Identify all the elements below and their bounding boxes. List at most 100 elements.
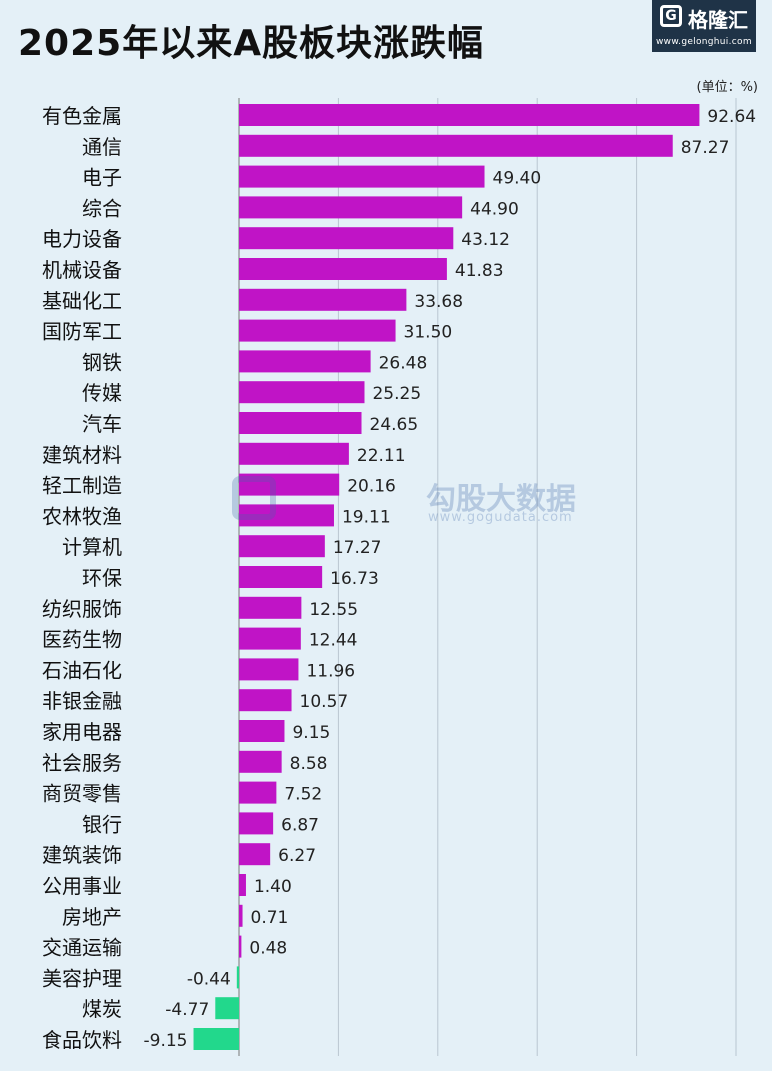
- value-label: 24.65: [370, 415, 419, 435]
- bar: [239, 535, 325, 558]
- grid-lines: [238, 98, 737, 1056]
- bar: [239, 689, 292, 712]
- category-label: 房地产: [62, 905, 122, 929]
- category-label: 交通运输: [42, 936, 122, 960]
- category-label: 银行: [82, 812, 122, 836]
- category-label: 煤炭: [82, 997, 122, 1021]
- chart-title: 2025年以来A股板块涨跌幅: [18, 23, 485, 64]
- value-label: 0.71: [251, 908, 289, 928]
- value-label: 17.27: [333, 538, 382, 558]
- bar: [239, 596, 302, 619]
- watermark: 勾股大数据 www.gogudata.com: [232, 470, 592, 530]
- category-label: 通信: [82, 135, 122, 159]
- bar: [239, 504, 334, 527]
- bar: [239, 412, 362, 434]
- logo-url: www.gelonghui.com: [656, 37, 752, 47]
- category-label: 综合: [82, 196, 122, 220]
- bar: [239, 381, 365, 404]
- bar: [239, 258, 447, 280]
- value-label: 41.83: [455, 261, 504, 281]
- bar: [239, 781, 277, 804]
- bar: [239, 750, 282, 773]
- category-label: 计算机: [62, 535, 122, 559]
- category-label: 有色金属: [42, 104, 122, 128]
- category-label: 钢铁: [82, 350, 122, 374]
- value-label: 25.25: [372, 384, 421, 404]
- value-label: 19.11: [342, 507, 391, 527]
- watermark-logo-icon: [232, 476, 276, 520]
- category-label: 建筑装饰: [42, 843, 122, 867]
- value-label: 9.15: [292, 723, 330, 743]
- value-label: 20.16: [347, 477, 396, 497]
- bar: [239, 935, 242, 958]
- value-label: 31.50: [404, 323, 453, 343]
- logo-icon: G: [660, 5, 682, 27]
- bar: [239, 812, 274, 835]
- value-label: 12.44: [309, 631, 358, 651]
- category-label: 社会服务: [42, 751, 122, 775]
- value-label: 33.68: [414, 292, 463, 312]
- bar: [239, 627, 301, 650]
- value-label: 6.27: [278, 846, 316, 866]
- bar: [236, 966, 239, 989]
- bar: [239, 227, 454, 250]
- category-label: 传媒: [82, 381, 122, 405]
- bar: [239, 319, 396, 342]
- value-label: 16.73: [330, 569, 379, 589]
- bar: [239, 874, 246, 896]
- category-label: 电力设备: [42, 227, 122, 251]
- value-label: 1.40: [254, 877, 292, 897]
- logo-name: 格隆汇: [688, 8, 748, 32]
- value-label: -4.77: [165, 1000, 209, 1020]
- category-label: 家用电器: [42, 720, 122, 744]
- bar: [239, 104, 700, 126]
- bar: [215, 997, 239, 1020]
- category-label: 国防军工: [42, 320, 122, 344]
- category-label: 轻工制造: [42, 474, 122, 498]
- category-label: 电子: [82, 166, 122, 190]
- category-label: 美容护理: [42, 966, 122, 990]
- value-label: 43.12: [461, 230, 510, 250]
- value-label: -0.44: [187, 969, 231, 989]
- value-label: 44.90: [470, 199, 519, 219]
- category-label: 非银金融: [42, 689, 122, 713]
- value-label: 8.58: [290, 754, 328, 774]
- category-label: 商贸零售: [42, 782, 122, 806]
- category-label: 医药生物: [42, 628, 122, 652]
- value-label: 0.48: [249, 939, 287, 959]
- bar: [239, 566, 323, 588]
- value-label: 10.57: [300, 692, 349, 712]
- category-label: 石油石化: [42, 658, 122, 682]
- bar: [239, 904, 243, 927]
- category-label: 建筑材料: [42, 443, 122, 467]
- labels: 有色金属 92.64 通信 87.27 电子 49.40 综合 44.90 电力设备 43.12 机…: [42, 104, 756, 1052]
- bar: [239, 720, 285, 742]
- bar: [239, 442, 349, 465]
- value-label: 12.55: [309, 600, 358, 620]
- value-label: 26.48: [379, 353, 428, 373]
- watermark-url: www.gogudata.com: [428, 510, 573, 525]
- bar: [239, 134, 673, 157]
- bar: [239, 196, 463, 219]
- value-label: 22.11: [357, 446, 406, 466]
- category-label: 公用事业: [42, 874, 122, 898]
- category-label: 食品饮料: [42, 1028, 122, 1052]
- bar: [239, 473, 340, 496]
- category-label: 基础化工: [42, 289, 122, 313]
- value-label: -9.15: [144, 1031, 188, 1051]
- value-label: 87.27: [681, 138, 730, 158]
- bar: [239, 350, 371, 373]
- category-label: 农林牧渔: [42, 504, 122, 528]
- category-label: 纺织服饰: [42, 597, 122, 621]
- category-label: 机械设备: [42, 258, 122, 282]
- bars: [193, 104, 700, 1050]
- bar: [193, 1028, 239, 1050]
- value-label: 49.40: [493, 169, 542, 189]
- value-label: 7.52: [284, 785, 322, 805]
- bar: [239, 658, 299, 681]
- bar: [239, 288, 407, 311]
- watermark-name: 勾股大数据: [426, 482, 576, 517]
- value-label: 6.87: [281, 815, 319, 835]
- value-label: 11.96: [306, 661, 355, 681]
